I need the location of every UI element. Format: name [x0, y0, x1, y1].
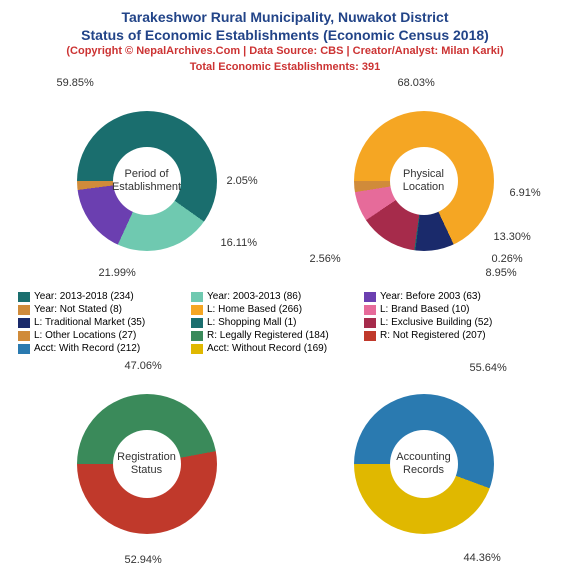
- donut-center-label: Registration Status: [113, 430, 181, 498]
- donut-center-label: Accounting Records: [390, 430, 458, 498]
- legend-label: Year: Not Stated (8): [34, 304, 122, 315]
- legend-item: L: Other Locations (27): [18, 330, 183, 341]
- legend-label: L: Traditional Market (35): [34, 317, 145, 328]
- legend-swatch: [191, 305, 203, 315]
- chart-period: Period of Establishment59.85%21.99%16.11…: [17, 81, 277, 281]
- legend-swatch: [364, 292, 376, 302]
- legend-label: Year: 2013-2018 (234): [34, 291, 134, 302]
- legend-item: Acct: With Record (212): [18, 343, 183, 354]
- bottom-row: Registration Status47.06%52.94% Accounti…: [8, 364, 562, 564]
- legend-label: Year: Before 2003 (63): [380, 291, 481, 302]
- legend: Year: 2013-2018 (234) Year: 2003-2013 (86…: [8, 287, 562, 358]
- chart-accounting: Accounting Records 55.64% 44.36%: [294, 364, 554, 564]
- legend-swatch: [364, 305, 376, 315]
- subtitle-line-2: Total Economic Establishments: 391: [8, 60, 562, 75]
- legend-swatch: [18, 344, 30, 354]
- legend-item: R: Legally Registered (184): [191, 330, 356, 341]
- legend-label: L: Other Locations (27): [34, 330, 136, 341]
- donut: Registration Status: [77, 394, 217, 534]
- pct-label: 52.94%: [125, 554, 162, 566]
- chart-registration: Registration Status47.06%52.94%: [17, 364, 277, 564]
- pct-label: 47.06%: [125, 360, 162, 372]
- legend-label: L: Shopping Mall (1): [207, 317, 297, 328]
- legend-swatch: [18, 305, 30, 315]
- legend-label: R: Not Registered (207): [380, 330, 486, 341]
- legend-item: Year: Not Stated (8): [18, 304, 183, 315]
- legend-swatch: [18, 331, 30, 341]
- pct-label: 13.30%: [494, 231, 531, 243]
- title-line-2: Status of Economic Establishments (Econo…: [8, 26, 562, 44]
- donut-center-label: Period of Establishment: [113, 147, 181, 215]
- legend-swatch: [364, 318, 376, 328]
- pct-label: 16.11%: [221, 237, 258, 249]
- legend-swatch: [191, 344, 203, 354]
- legend-swatch: [191, 331, 203, 341]
- legend-item: Year: 2013-2018 (234): [18, 291, 183, 302]
- pct-label: 68.03%: [398, 77, 435, 89]
- legend-label: L: Home Based (266): [207, 304, 302, 315]
- legend-item: Acct: Without Record (169): [191, 343, 356, 354]
- legend-item: Year: 2003-2013 (86): [191, 291, 356, 302]
- legend-label: L: Brand Based (10): [380, 304, 470, 315]
- pct-label: 2.05%: [227, 175, 258, 187]
- legend-item: L: Brand Based (10): [364, 304, 529, 315]
- top-row: Period of Establishment59.85%21.99%16.11…: [8, 81, 562, 281]
- legend-swatch: [18, 292, 30, 302]
- legend-item: Year: Before 2003 (63): [364, 291, 529, 302]
- pct-label: 8.95%: [486, 267, 517, 279]
- pct-label: 55.64%: [470, 362, 507, 374]
- pct-label: 0.26%: [492, 253, 523, 265]
- legend-label: L: Exclusive Building (52): [380, 317, 492, 328]
- header: Tarakeshwor Rural Municipality, Nuwakot …: [8, 8, 562, 75]
- donut-center-label: Physical Location: [390, 147, 458, 215]
- legend-item: L: Home Based (266): [191, 304, 356, 315]
- legend-item: R: Not Registered (207): [364, 330, 529, 341]
- donut: Accounting Records: [354, 394, 494, 534]
- legend-swatch: [18, 318, 30, 328]
- pct-label: 2.56%: [310, 253, 341, 265]
- donut: Physical Location: [354, 111, 494, 251]
- legend-item: L: Exclusive Building (52): [364, 317, 529, 328]
- pct-label: 44.36%: [464, 552, 501, 564]
- pct-label: 21.99%: [99, 267, 136, 279]
- legend-swatch: [191, 318, 203, 328]
- legend-item: L: Shopping Mall (1): [191, 317, 356, 328]
- legend-label: R: Legally Registered (184): [207, 330, 329, 341]
- legend-label: Year: 2003-2013 (86): [207, 291, 301, 302]
- legend-swatch: [364, 331, 376, 341]
- title-line-1: Tarakeshwor Rural Municipality, Nuwakot …: [8, 8, 562, 26]
- donut: Period of Establishment: [77, 111, 217, 251]
- legend-label: Acct: Without Record (169): [207, 343, 327, 354]
- pct-label: 59.85%: [57, 77, 94, 89]
- legend-item: L: Traditional Market (35): [18, 317, 183, 328]
- subtitle-line-1: (Copyright © NepalArchives.Com | Data So…: [8, 44, 562, 59]
- legend-swatch: [191, 292, 203, 302]
- pct-label: 6.91%: [510, 187, 541, 199]
- chart-location: Physical Location68.03%8.95%0.26%13.30%6…: [294, 81, 554, 281]
- legend-label: Acct: With Record (212): [34, 343, 140, 354]
